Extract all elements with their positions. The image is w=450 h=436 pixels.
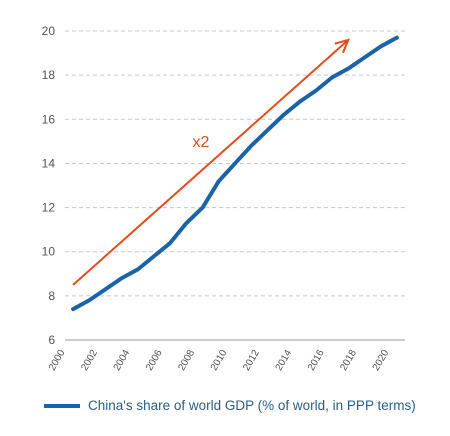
y-tick-label-10: 10 — [42, 245, 56, 259]
arrow-label: x2 — [193, 134, 210, 151]
doubling-arrow-annotation: x2 — [72, 38, 351, 286]
y-tick-label-8: 8 — [48, 289, 55, 303]
series-line-0 — [71, 35, 399, 312]
y-tick-label-16: 16 — [42, 112, 56, 126]
x-tick-label-2020: 2020 — [371, 348, 392, 373]
y-tick-label-6: 6 — [48, 333, 55, 347]
legend-swatch — [44, 403, 80, 408]
x-tick-label-2010: 2010 — [209, 348, 230, 373]
legend: China's share of world GDP (% of world, … — [44, 398, 416, 413]
x-tick-label-2012: 2012 — [241, 348, 262, 373]
x-tick-label-2018: 2018 — [338, 348, 359, 373]
x-axis-ticks: 2000 2002 2004 2006 2008 2010 2012 2014 2016 2018… — [47, 348, 392, 373]
x-tick-label-2014: 2014 — [274, 348, 295, 373]
y-tick-label-20: 20 — [42, 24, 56, 38]
x-tick-label-2000: 2000 — [47, 348, 68, 373]
x-tick-label-2016: 2016 — [306, 348, 327, 373]
x-tick-label-2008: 2008 — [176, 348, 197, 373]
y-tick-label-14: 14 — [42, 156, 56, 170]
x-tick-label-2002: 2002 — [79, 348, 100, 373]
arrow-head — [334, 38, 351, 54]
y-tick-label-12: 12 — [42, 201, 56, 215]
y-tick-label-18: 18 — [42, 68, 56, 82]
series-layer — [71, 35, 399, 312]
x-tick-label-2006: 2006 — [144, 348, 165, 373]
gridlines — [65, 30, 405, 297]
x-tick-label-2004: 2004 — [112, 348, 133, 373]
y-axis-ticks: 6 8 10 12 14 16 18 20 — [42, 24, 56, 347]
arrow-shaft — [72, 39, 349, 286]
legend-label: China's share of world GDP (% of world, … — [88, 398, 416, 413]
